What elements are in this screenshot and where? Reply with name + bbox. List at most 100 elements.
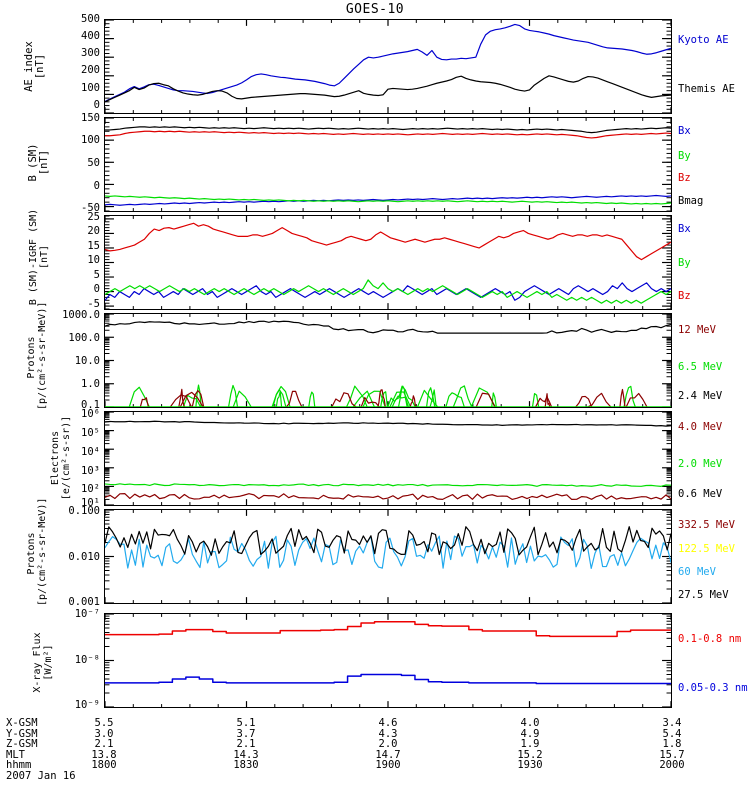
ytick-xray-1e-9: 10⁻⁹ [74,699,100,711]
ytick-ae-1: 400 [81,30,100,42]
xaxis-row-label-z-gsm: Z-GSM [6,738,38,751]
ytick-ae-2: 300 [81,47,100,59]
ytick-ae-3: 200 [81,64,100,76]
xaxis-value: 1.8 [662,738,682,751]
legend-proton-65mev: 6.5 MeV [678,361,723,373]
legend-electron-20mev: 2.0 MeV [678,458,723,470]
legend-proton-1225mev: 122.5 MeV [678,543,735,555]
legend-proton-3325mev: 332.5 MeV [678,519,735,531]
xaxis-row-label-y-gsm: Y-GSM [6,727,38,740]
xaxis-value: 1.9 [520,738,540,751]
xaxis-row-label-mlt: MLT [6,748,25,761]
xaxis-value: 14.3 [233,748,259,761]
ytick-xray-1e-7: 10⁻⁷ [74,608,100,620]
xaxis-value: 3.7 [236,727,256,740]
panel-b-sm-minus-igrf [104,215,672,310]
xaxis-value: 1930 [517,759,543,772]
figure-title: GOES-10 [345,2,405,17]
ytick-el-1e1: 10¹ [81,497,100,509]
ytick-igrf-neg5: -5 [87,298,100,310]
xaxis-value: 2.1 [94,738,114,751]
ytick-el-1e4: 10⁴ [81,446,100,458]
xaxis-value: 1900 [375,759,401,772]
xaxis-value: 5.4 [662,727,682,740]
xaxis-value: 5.1 [236,717,256,729]
axis-label-b-sm-igrf: B (SM)-IGRF (SM) [nT] [28,208,50,306]
xaxis-value: 4.3 [378,727,398,740]
xaxis-value: 2.1 [236,738,256,751]
xaxis-value: 13.8 [91,748,117,761]
xaxis-row-label-x-gsm: X-GSM [6,717,38,729]
ytick-ae-4: 100 [81,82,100,94]
xaxis-value: 15.2 [517,748,543,761]
legend-igrf-bz: Bz [678,290,691,302]
legend-proton-24mev: 2.4 MeV [678,390,723,402]
ytick-pl-1000: 1000.0 [62,309,100,321]
ytick-ph-0001: 0.001 [68,596,100,608]
ytick-xray-1e-8: 10⁻⁸ [74,654,100,666]
ytick-bsm-0: 0 [93,180,100,192]
panel-xray-flux [104,613,672,708]
ytick-el-1e3: 10³ [81,465,100,477]
xaxis-value: 5.5 [94,717,114,729]
xaxis-value: 4.0 [520,717,540,729]
xaxis-value: 3.0 [94,727,114,740]
xaxis-value: 14.7 [375,748,401,761]
legend-proton-60mev: 60 MeV [678,566,716,578]
xaxis-row-label-hhmm: hhmm [6,759,32,772]
ytick-igrf-5: 5 [93,269,100,281]
ytick-el-1e5: 10⁵ [81,427,100,439]
legend-themis-ae: Themis AE [678,83,735,95]
ytick-bsm-100: 100 [81,134,100,146]
legend-by: By [678,150,691,162]
legend-proton-12mev: 12 MeV [678,324,716,336]
ytick-igrf-25: 25 [87,211,100,223]
axis-label-xray-flux: X-ray Flux [W/m²] [32,632,54,693]
legend-xray-01-08nm: 0.1-0.8 nm [678,633,742,645]
ytick-pl-1: 1.0 [81,378,100,390]
ytick-el-1e2: 10² [81,483,100,495]
ytick-pl-01: 0.1 [81,399,100,411]
xaxis-value: 3.4 [662,717,682,729]
legend-xray-005-03nm: 0.05-0.3 nm [678,682,748,694]
axis-label-ae-index: AE index [nT] [23,41,46,92]
xaxis-value: 1800 [91,759,117,772]
legend-bz: Bz [678,172,691,184]
ytick-pl-10: 10.0 [74,355,100,367]
xaxis-value: 1830 [233,759,259,772]
panel-protons-low [104,313,672,408]
legend-electron-06mev: 0.6 MeV [678,488,723,500]
legend-bx: Bx [678,125,691,137]
legend-electron-40mev: 4.0 MeV [678,421,723,433]
xaxis-value: 2.0 [378,738,398,751]
legend-igrf-by: By [678,257,691,269]
ytick-igrf-0: 0 [93,283,100,295]
ytick-ae-0: 500 [81,13,100,25]
legend-proton-275mev: 27.5 MeV [678,589,729,601]
panel-b-sm [104,117,672,212]
xaxis-value: 4.6 [378,717,398,729]
ytick-bsm-50: 50 [87,157,100,169]
ytick-ph-0010: 0.010 [68,551,100,563]
panel-electrons [104,411,672,506]
figure-date-label: 2007 Jan 16 [6,770,76,782]
legend-kyoto-ae: Kyoto AE [678,34,729,46]
ytick-igrf-20: 20 [87,225,100,237]
ytick-bsm-150: 150 [81,112,100,124]
ytick-igrf-15: 15 [87,240,100,252]
xaxis-value: 15.7 [659,748,685,761]
ytick-bsm-neg50: -50 [81,202,100,214]
panel-protons-high [104,509,672,604]
xaxis-value: 2000 [659,759,685,772]
legend-igrf-bx: Bx [678,223,691,235]
ytick-el-1e6: 10⁶ [81,408,100,420]
ytick-pl-100: 100.0 [68,332,100,344]
ytick-ae-5: 0 [93,99,100,111]
ytick-ph-0100: 0.100 [68,505,100,517]
xaxis-value: 4.9 [520,727,540,740]
axis-label-b-sm: B (SM) [nT] [27,143,50,182]
legend-bmag: Bmag [678,195,704,207]
ytick-igrf-10: 10 [87,254,100,266]
panel-ae-index [104,19,672,114]
